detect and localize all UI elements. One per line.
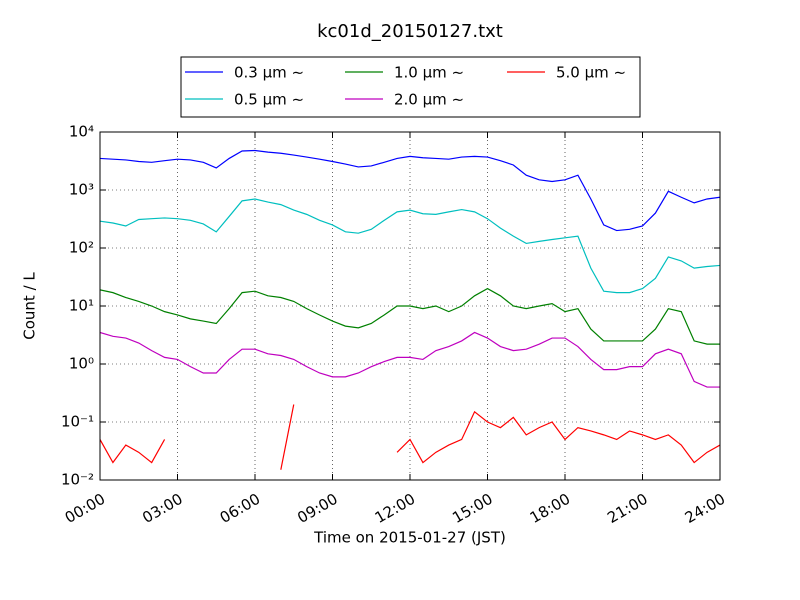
x-axis-label: Time on 2015-01-27 (JST) — [313, 529, 506, 547]
y-tick-label: 10⁰ — [69, 355, 94, 373]
legend-label: 0.5 μm ∼ — [234, 91, 304, 109]
series-line — [100, 331, 720, 388]
plot-frame — [99, 131, 721, 481]
chart-title: kc01d_20150127.txt — [317, 21, 503, 42]
y-tick-label: 10⁻² — [61, 471, 94, 489]
y-tick-label: 10¹ — [69, 297, 94, 315]
legend-label: 2.0 μm ∼ — [394, 91, 464, 109]
series-line — [100, 198, 720, 294]
legend-label: 0.3 μm ∼ — [234, 64, 304, 82]
y-tick-label: 10² — [69, 239, 94, 257]
series-line — [100, 287, 720, 345]
legend-box — [180, 56, 641, 118]
series-line — [100, 404, 720, 470]
legend-label: 1.0 μm ∼ — [394, 64, 464, 82]
y-axis-label: Count / L — [21, 272, 39, 340]
y-tick-label: 10³ — [69, 181, 94, 199]
legend: 0.3 μm ∼ 0.5 μm ∼ 1.0 μm ∼ 2.0 μm ∼ 5.0 μm ∼ — [180, 56, 641, 118]
y-tick-label: 10⁻¹ — [61, 413, 94, 431]
legend-label: 5.0 μm ∼ — [556, 64, 626, 82]
y-tick-label: 10⁴ — [69, 123, 94, 141]
series-line — [100, 149, 720, 232]
